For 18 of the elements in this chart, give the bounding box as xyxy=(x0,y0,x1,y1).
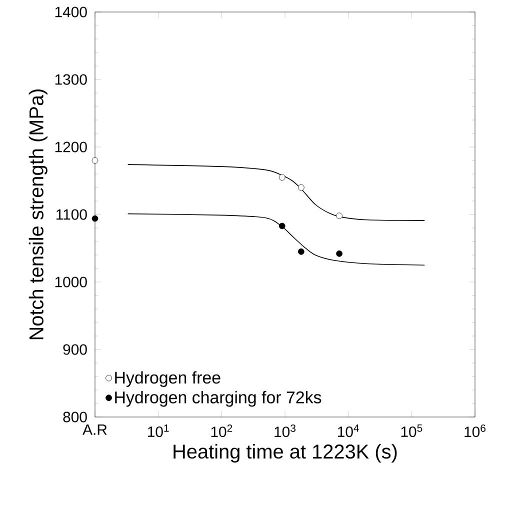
x-axis-title: Heating time at 1223K (s) xyxy=(174,444,397,463)
x-tick-label: 10$^{6}$ xyxy=(464,424,486,438)
y-tick-label: 1300 xyxy=(55,74,87,85)
x-tick-label: 10$^{4}$ xyxy=(338,424,359,438)
x-tick-label: 10$^{5}$ xyxy=(401,424,422,438)
y-tick-label: 1100 xyxy=(56,209,87,220)
x-tick-label: 10$^{1}$ xyxy=(148,424,169,438)
y-tick-label: 1200 xyxy=(55,142,87,152)
y-tick-label: 1000 xyxy=(55,276,87,288)
y-tick-label: 900 xyxy=(63,344,87,355)
y-tick-label: 800 xyxy=(63,412,87,422)
x-tick-label: 10$^{2}$ xyxy=(211,424,232,438)
x-tick-label: A.R xyxy=(82,424,107,435)
legend-label: Hydrogen free xyxy=(115,371,220,387)
y-tick-label: 1400 xyxy=(55,6,87,18)
legend-label: Hydrogen charging for 72ks xyxy=(115,390,322,407)
y-axis-title: Notch tensile strength (MPa) xyxy=(28,90,48,340)
x-tick-label: 10$^{3}$ xyxy=(274,424,296,438)
